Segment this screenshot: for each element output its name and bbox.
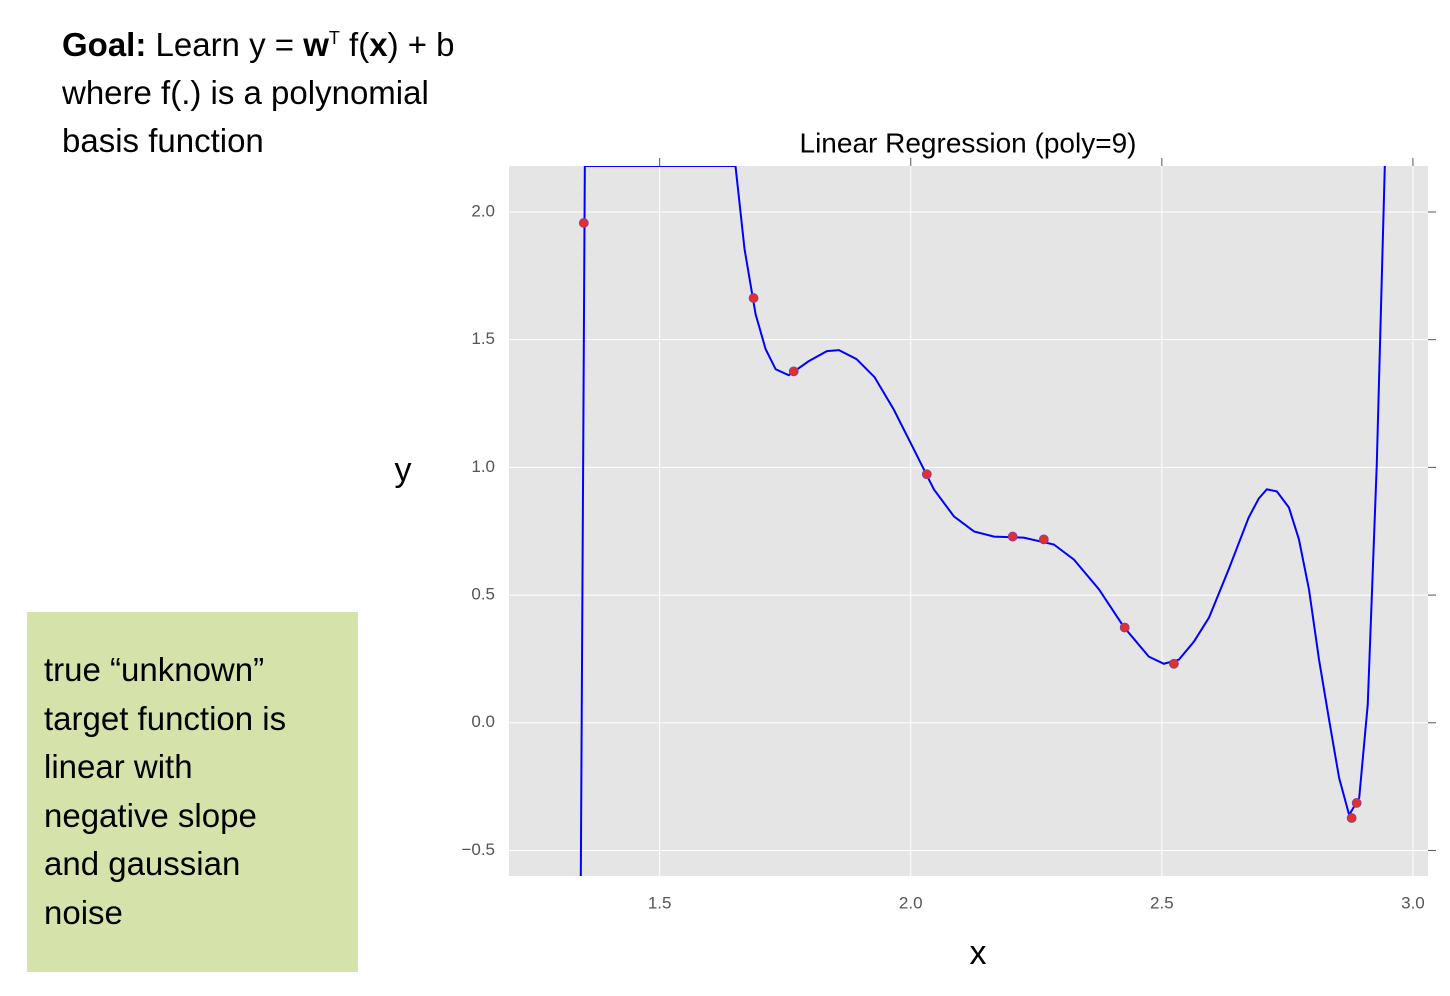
- x-tick-label: 3.0: [1401, 893, 1425, 912]
- data-point: [788, 366, 799, 377]
- data-point: [1351, 798, 1362, 808]
- data-point: [1038, 534, 1049, 545]
- y-tick-label: 1.5: [471, 329, 495, 348]
- goal-text-part: f(: [339, 26, 370, 63]
- goal-text-part: Learn y =: [146, 26, 304, 63]
- data-point: [1007, 531, 1018, 542]
- x-axis-label: x: [970, 934, 987, 972]
- goal-sup: T: [328, 28, 340, 48]
- note-box: true “unknown” target function is linear w…: [27, 612, 358, 972]
- goal-line: Goal: Learn y = wT f(x) + b: [62, 14, 455, 69]
- goal-text-part: ) + b: [387, 26, 455, 63]
- note-line: negative slope: [44, 796, 257, 834]
- note-line: true “unknown”: [44, 651, 265, 688]
- plot-area: [509, 166, 1428, 876]
- data-point: [921, 469, 932, 480]
- data-point: [1346, 813, 1357, 823]
- y-tick-label: 0.5: [471, 585, 495, 604]
- x-tick-label: 2.0: [899, 893, 923, 912]
- y-tick-label: −0.5: [461, 840, 495, 859]
- data-point: [1168, 658, 1179, 669]
- y-tick-label: 1.0: [471, 457, 495, 476]
- note-line: linear with: [44, 748, 193, 785]
- y-tick-label: 0.0: [471, 712, 495, 731]
- note-line: target function is: [44, 699, 287, 737]
- goal-text: Goal: Learn y = wT f(x) + b where f(.) i…: [62, 14, 455, 165]
- goal-w: w: [303, 26, 329, 63]
- goal-x: x: [369, 26, 388, 63]
- y-axis-label: y: [395, 451, 412, 489]
- data-point: [578, 218, 589, 228]
- x-tick-label: 2.5: [1150, 893, 1174, 912]
- note-line: noise: [44, 893, 123, 931]
- y-tick-label: 2.0: [471, 201, 495, 220]
- x-tick-label: 1.5: [648, 893, 672, 912]
- plot-layer: [578, 166, 1386, 876]
- goal-line: where f(.) is a polynomial: [62, 74, 429, 111]
- note-line: and gaussian: [44, 845, 241, 882]
- chart-title: Linear Regression (poly=9): [800, 127, 1137, 158]
- data-point: [748, 293, 759, 303]
- goal-label: Goal:: [62, 26, 147, 63]
- goal-line: basis function: [62, 122, 264, 159]
- data-point: [1119, 622, 1130, 633]
